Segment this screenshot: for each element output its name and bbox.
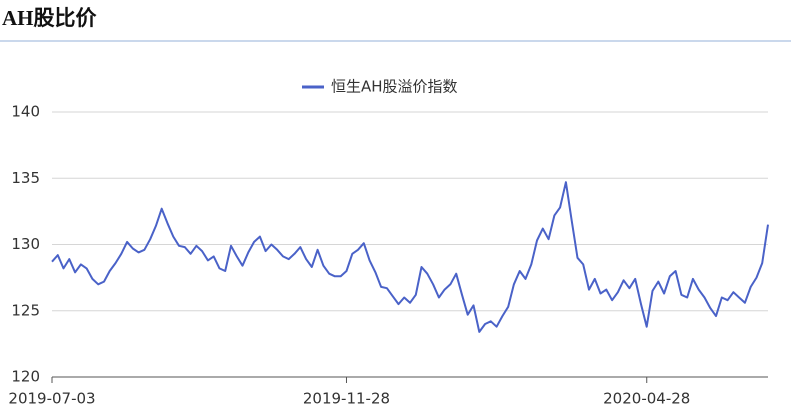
y-tick-label: 140 [11,103,40,121]
y-tick-label: 135 [11,169,40,187]
x-tick-label: 2019-07-03 [8,390,95,408]
x-tick-label: 2019-11-28 [303,390,390,408]
x-tick-label: 2020-04-28 [603,390,690,408]
series-line [51,181,769,333]
page-title: AH股比价 [2,6,97,30]
legend-label: 恒生AH股溢价指数 [331,78,458,96]
y-tick-label: 125 [11,301,40,319]
y-tick-label: 130 [11,235,40,253]
y-tick-label: 120 [11,368,40,386]
